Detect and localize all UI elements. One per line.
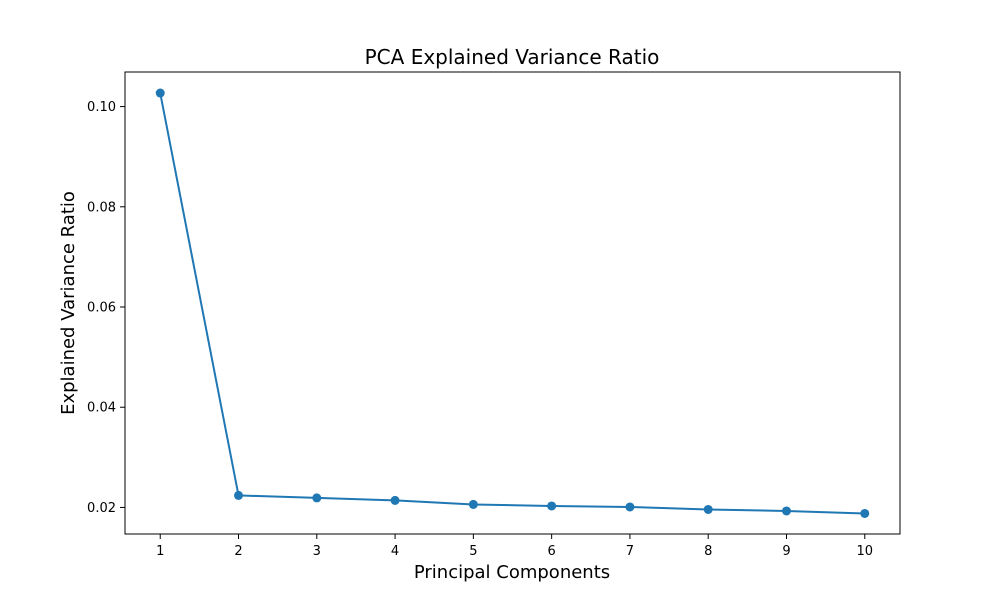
x-tick-label: 6 (548, 544, 556, 559)
data-point (547, 501, 557, 511)
data-point (155, 88, 165, 98)
y-tick-label: 0.04 (87, 401, 116, 416)
x-axis-ticks: 1 2 3 4 5 6 7 8 9 10 (156, 534, 873, 559)
x-axis-label: Principal Components (414, 562, 610, 583)
x-tick-label: 2 (234, 544, 242, 559)
variance-ratio-line (159, 92, 865, 515)
chart-title: PCA Explained Variance Ratio (365, 45, 660, 69)
y-tick-label: 0.08 (87, 200, 116, 215)
data-point (234, 490, 244, 500)
plot-area: 1 2 3 4 5 6 7 8 9 10 0.02 0.04 0.06 0.08 0.10 (87, 71, 901, 559)
x-tick-label: 10 (856, 544, 873, 559)
y-tick-label: 0.10 (87, 100, 116, 115)
plot-frame (124, 71, 901, 535)
x-tick-label: 3 (313, 544, 321, 559)
data-point (468, 499, 478, 509)
data-point (703, 504, 713, 514)
x-tick-label: 7 (626, 544, 634, 559)
x-tick-label: 8 (704, 544, 712, 559)
x-tick-label: 4 (391, 544, 399, 559)
y-tick-label: 0.06 (87, 301, 116, 316)
data-point (781, 506, 791, 516)
series-group (155, 88, 870, 518)
y-axis-label: Explained Variance Ratio (58, 191, 79, 415)
y-axis-ticks: 0.02 0.04 0.06 0.08 0.10 (87, 100, 125, 516)
data-point (312, 493, 322, 503)
data-point (625, 502, 635, 512)
x-tick-label: 1 (156, 544, 164, 559)
data-point (860, 508, 870, 518)
y-tick-label: 0.02 (87, 501, 116, 516)
x-tick-label: 9 (782, 544, 790, 559)
x-tick-label: 5 (469, 544, 477, 559)
data-point (390, 495, 400, 505)
